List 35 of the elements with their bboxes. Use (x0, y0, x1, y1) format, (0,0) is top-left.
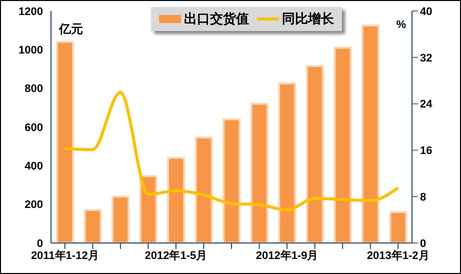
bar (389, 211, 408, 243)
y2-tick-label: 0 (420, 238, 426, 250)
y-tick-label: 1000 (18, 44, 43, 57)
bar (334, 46, 352, 243)
line-series (63, 90, 400, 212)
bar (112, 196, 130, 243)
y-tick-label: 1200 (18, 6, 43, 18)
bar (167, 156, 186, 243)
bar (84, 209, 102, 243)
y-tick-label: 0 (36, 238, 43, 250)
bar (278, 82, 296, 243)
y2-tick-label: 8 (420, 192, 426, 204)
x-tick-label: 2012年1-5月 (144, 248, 208, 262)
x-tick-label: 2012年1-9月 (256, 248, 318, 262)
legend-label: 同比增长 (281, 10, 334, 28)
bar (139, 175, 158, 243)
bar (250, 102, 268, 243)
x-tick-label: 2013年1-2月 (366, 248, 430, 262)
y2-tick-label: 16 (420, 145, 432, 158)
y2-axis-title: % (396, 19, 406, 31)
bar (194, 136, 213, 243)
y2-tick-label: 40 (420, 6, 432, 18)
y-tick-label: 400 (24, 160, 43, 173)
y2-tick-label: 24 (420, 98, 434, 111)
x-tick-label: 2011年1-12月 (30, 248, 99, 262)
y-tick-label: 800 (24, 83, 43, 96)
y-tick-label: 200 (24, 199, 43, 212)
y2-tick-label: 32 (420, 52, 432, 64)
y-axis-title: 亿元 (59, 21, 83, 38)
bar (306, 65, 324, 243)
legend-label: 出口交货值 (183, 10, 249, 28)
bar (56, 40, 74, 243)
bar (222, 118, 241, 243)
y-tick-label: 600 (24, 122, 43, 134)
bar (361, 24, 380, 243)
